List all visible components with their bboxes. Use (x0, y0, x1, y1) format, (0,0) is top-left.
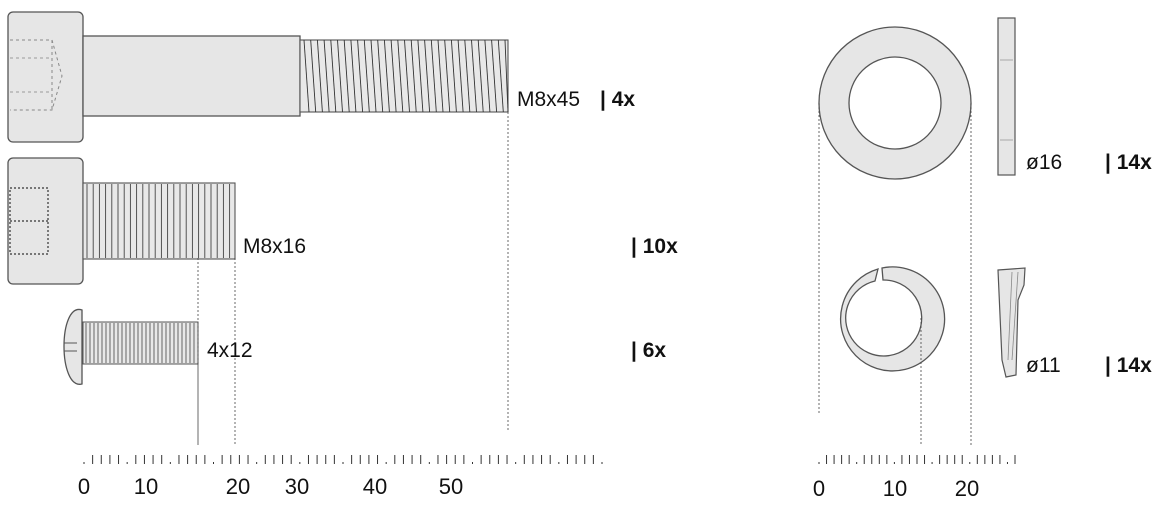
thread-line (383, 39, 390, 113)
spring-washer-11-drawing (839, 266, 1026, 378)
spring-washer-11-side (997, 267, 1026, 378)
bolt-m8x16-qty-label: | 10x (631, 235, 678, 258)
washer-16-front (818, 26, 972, 180)
thread-line (337, 39, 343, 113)
bolt-m8x16-drawing (7, 157, 236, 285)
thread-line (410, 39, 417, 113)
bolt-m8x45-size-label: M8x45 (517, 88, 581, 111)
thread-line (310, 39, 317, 113)
washer-16-size-label: ø16 (1026, 151, 1063, 174)
bolt-m8x45-qty-label: | 4x (600, 88, 636, 111)
thread-line (357, 39, 364, 113)
ruler-left-label-50: 50 (438, 474, 464, 499)
ruler-right (818, 455, 1016, 464)
thread-line (330, 39, 337, 113)
thread-line (303, 39, 310, 113)
washer-16-side (997, 17, 1016, 176)
thread-line (437, 39, 444, 113)
screw-4x12-thread (82, 321, 199, 365)
washer-16-qty-label: | 14x (1105, 151, 1152, 174)
thread-line (450, 39, 457, 113)
thread-line (350, 39, 357, 113)
thread-line (390, 39, 397, 113)
thread-line (377, 39, 384, 113)
guide-lines (197, 103, 972, 445)
washer-16-drawing (818, 17, 1016, 180)
bolt-m8x16-size-label: M8x16 (243, 235, 307, 258)
screw-4x12-head (63, 309, 83, 385)
spring-washer-11-front (839, 266, 946, 372)
bolt-m8x45-socket-icon (10, 39, 63, 111)
thread-line (484, 39, 491, 113)
thread-line (417, 39, 424, 113)
thread-line (471, 39, 477, 113)
ruler-left (83, 455, 603, 464)
thread-line (370, 39, 377, 113)
thread-line (404, 39, 410, 113)
thread-line (430, 39, 437, 113)
screw-4x12-size-label: 4x12 (207, 339, 253, 362)
thread-line (397, 39, 404, 113)
thread-line (457, 39, 464, 113)
thread-line (424, 39, 431, 113)
ruler-left-label-30: 30 (284, 474, 310, 499)
thread-line (444, 39, 451, 113)
thread-line (343, 39, 350, 113)
thread-line (323, 39, 330, 113)
spring-washer-11-qty-label: | 14x (1105, 354, 1152, 377)
bolt-m8x45-drawing (7, 11, 509, 143)
ruler-left-label-20: 20 (225, 474, 251, 499)
ruler-right-label-10: 10 (882, 476, 908, 501)
thread-line (363, 39, 370, 113)
ruler-right-label-20: 20 (954, 476, 980, 501)
thread-line (491, 39, 498, 113)
ruler-left-label-40: 40 (362, 474, 388, 499)
screw-4x12-qty-label: | 6x (631, 339, 667, 362)
ruler-left-label-10: 10 (133, 474, 159, 499)
ruler-right-label-0: 0 (812, 476, 826, 501)
thread-line (464, 39, 471, 113)
thread-line (316, 39, 323, 113)
ruler-left-label-0: 0 (77, 474, 91, 499)
thread-line (497, 39, 504, 113)
thread-line (504, 39, 509, 113)
screw-4x12-drawing (63, 309, 199, 385)
bolt-m8x45-shank (82, 35, 301, 117)
thread-line (477, 39, 484, 113)
spring-washer-11-size-label: ø11 (1026, 354, 1061, 377)
bolt-m8x45-head (7, 11, 84, 143)
bolt-m8x16-thread (82, 182, 236, 260)
bolt-m8x45-thread (299, 39, 509, 113)
